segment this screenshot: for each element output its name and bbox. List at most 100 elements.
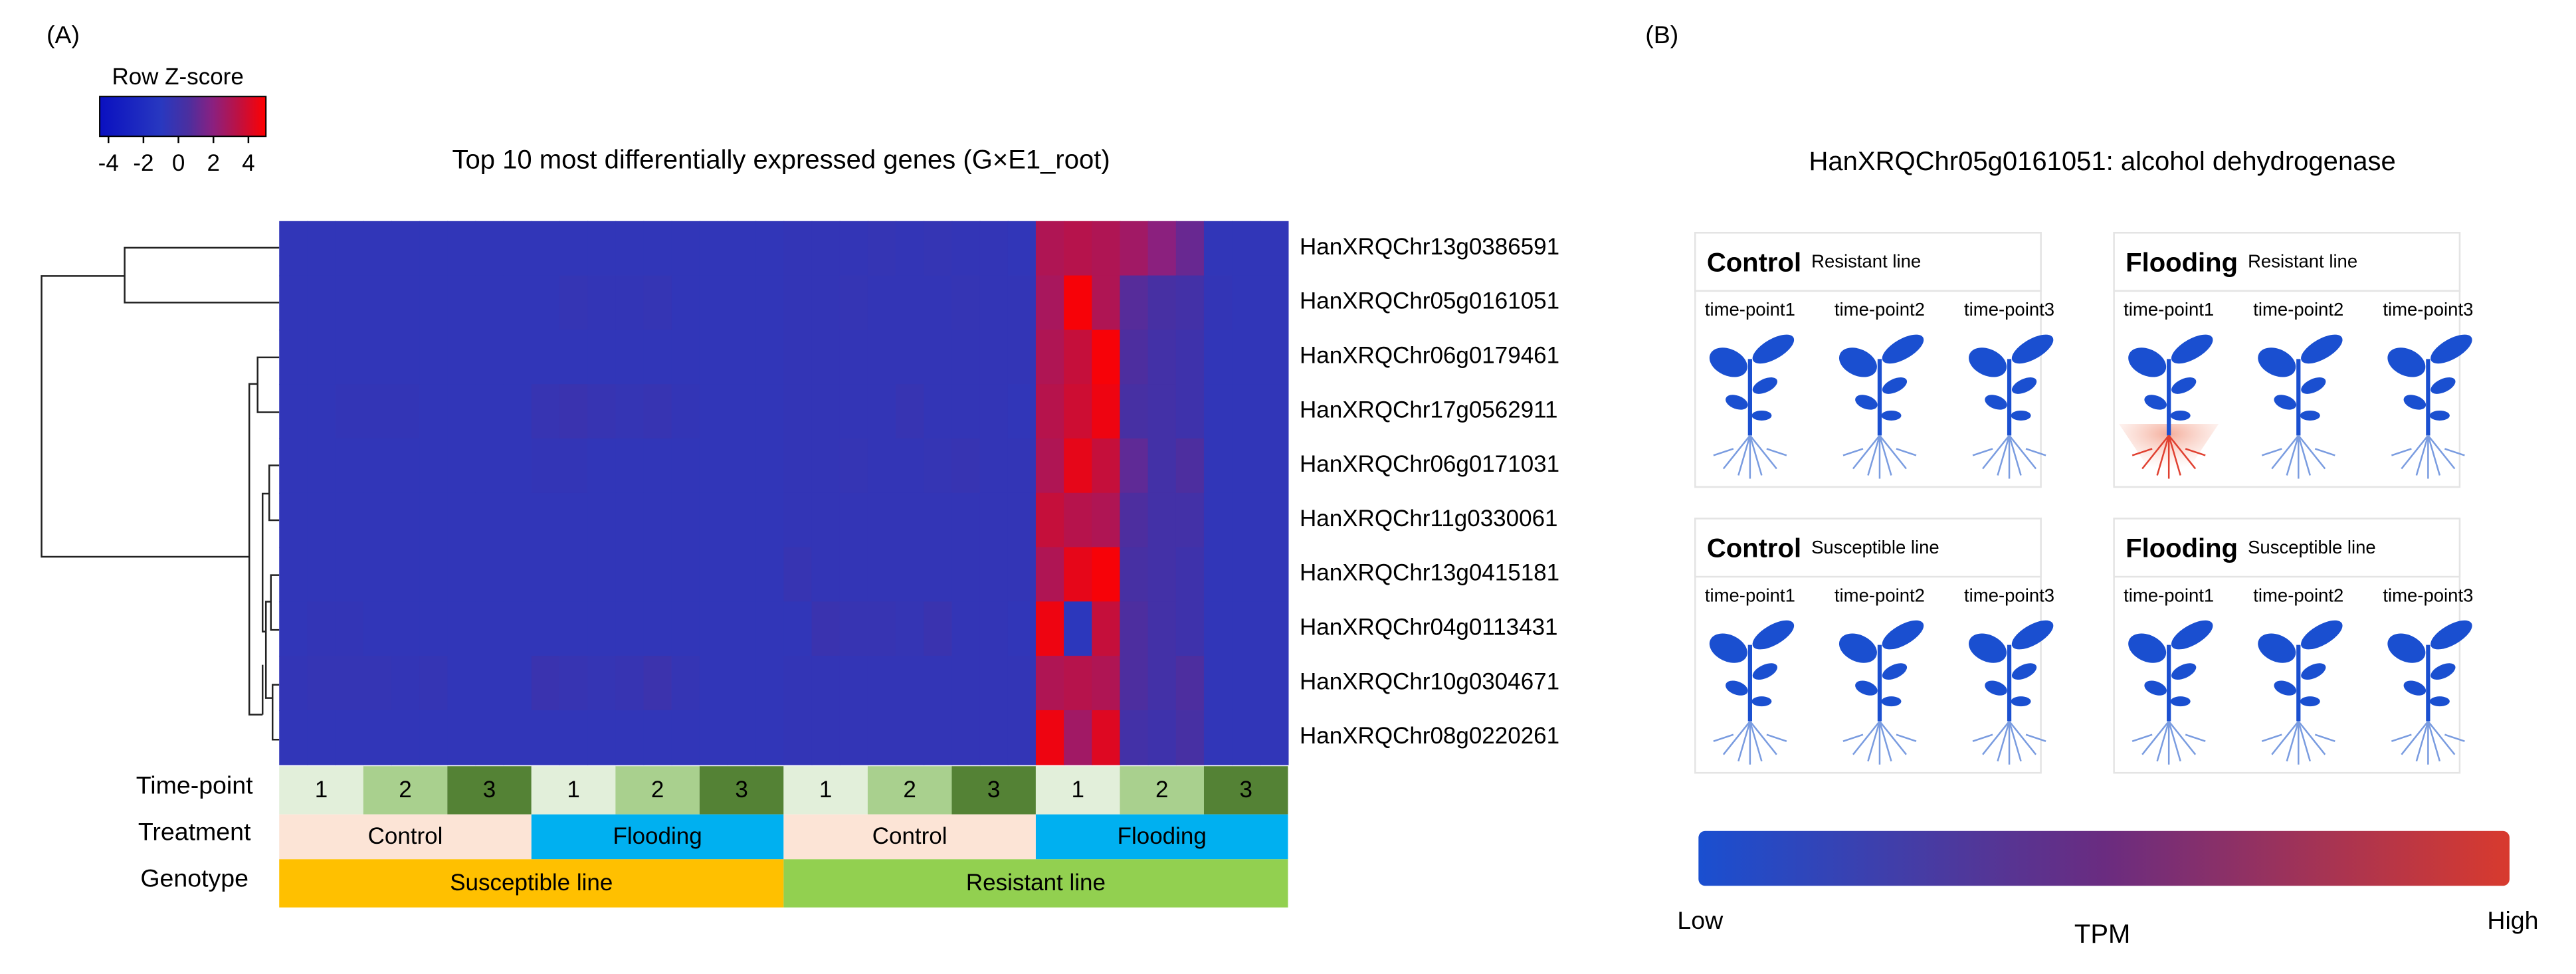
heat-cell [559,492,589,548]
treatment-label: Flooding [1118,823,1207,849]
heat-cell [391,656,421,711]
heat-cell [951,601,981,657]
gene-label: HanXRQChr11g0330061 [1300,506,1558,532]
heat-cell [559,656,589,711]
heat-cell [839,384,868,439]
heat-cell [419,547,448,603]
heat-cell [559,275,589,331]
timepoint-cell [447,766,532,815]
heat-cell [811,330,841,385]
heat-cell [1232,384,1261,439]
heat-cell [951,438,981,494]
heat-cell [1007,384,1037,439]
timepoint-label: 3 [987,777,1000,803]
heat-cell [1064,492,1093,548]
treatment-cell [1035,814,1288,860]
heat-cell [1260,492,1289,548]
heat-cell [1120,710,1149,765]
heat-cell [1232,601,1261,657]
heat-cell [559,384,589,439]
heat-cell [391,384,421,439]
heat-cell [447,330,476,385]
heat-cell [728,221,757,276]
heat-cell [1147,492,1177,548]
heat-cell [1035,710,1065,765]
heat-cell [755,492,785,548]
heat-cell [811,438,841,494]
heat-cell [924,438,953,494]
timepoint-label: time-point1 [2124,299,2214,320]
heat-cell [1175,330,1205,385]
heat-cell [1260,438,1289,494]
heat-cell [391,601,421,657]
heat-cell [671,656,700,711]
heat-cell [951,710,981,765]
heat-cell [307,710,336,765]
heat-cell [475,710,504,765]
heat-cell [839,330,868,385]
heat-cell [1175,710,1205,765]
heat-cell [839,275,868,331]
heat-cell [1175,601,1205,657]
heat-cell [783,656,813,711]
heat-cell [279,384,308,439]
heat-cell [335,601,364,657]
heat-cell [1175,438,1205,494]
heat-cell [1147,438,1177,494]
timepoint-label: 2 [1155,777,1168,803]
heat-cell [671,492,700,548]
heat-cell [1203,601,1233,657]
heat-cell [1064,438,1093,494]
heat-cell [811,656,841,711]
heat-cell [1064,384,1093,439]
heat-cell [896,330,925,385]
timepoint-label: 2 [903,777,916,803]
heat-cell [896,547,925,603]
legend-title: Row Z-score [112,64,243,90]
heat-cell [979,547,1009,603]
heat-cell [1147,275,1177,331]
heat-cell [671,438,700,494]
timepoint-label: time-point3 [1964,585,2054,605]
heat-cell [783,330,813,385]
heat-cell [279,492,308,548]
heat-cell [755,438,785,494]
heat-cell [1147,710,1177,765]
treatment-cell [783,814,1036,860]
heat-cell [811,384,841,439]
heat-cell [699,656,729,711]
heat-cell [924,275,953,331]
heat-cell [587,710,617,765]
timepoint-cell [279,766,363,815]
heat-cell [279,221,308,276]
timepoint-cell [951,766,1036,815]
heat-cell [643,656,672,711]
heat-cell [559,438,589,494]
heat-cell [363,656,392,711]
legend-tick-label: -4 [98,150,119,176]
tpm-colorbar [1698,830,2510,886]
heat-cell [503,221,532,276]
heat-cell [1147,384,1177,439]
annotation-label: Genotype [140,864,248,892]
heat-cell [279,710,308,765]
heat-cell [699,384,729,439]
gene-label: HanXRQChr13g0386591 [1300,234,1559,260]
heat-cell [671,710,700,765]
heat-cell [559,330,589,385]
heat-cell [671,601,700,657]
heat-cell [335,330,364,385]
heat-cell [896,275,925,331]
heat-cell [755,547,785,603]
heat-cell [1203,710,1233,765]
timepoint-label: time-point3 [2383,299,2473,320]
heat-cell [896,656,925,711]
heat-cell [447,384,476,439]
heat-cell [839,221,868,276]
heat-cell [559,547,589,603]
heat-cell [951,221,981,276]
heat-cell [503,656,532,711]
heat-cell [783,384,813,439]
heat-cell [867,384,897,439]
heat-cell [979,710,1009,765]
